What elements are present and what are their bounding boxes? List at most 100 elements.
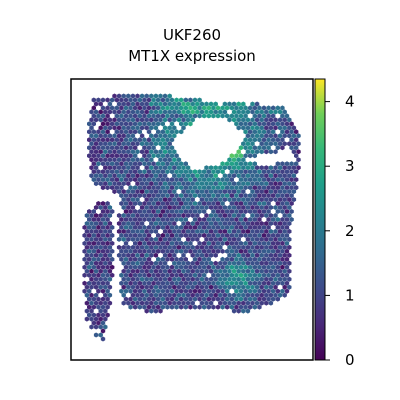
spot [243,177,248,183]
spot [280,256,285,262]
spot [188,105,193,111]
spot [126,149,131,155]
spot [87,296,92,302]
spot [110,264,115,270]
spot [254,109,260,115]
spot [160,224,165,230]
spot [257,129,262,135]
spot [211,232,216,238]
spot [218,181,223,187]
spot [84,300,90,306]
spot [257,113,262,119]
spot [84,221,90,226]
spot [225,193,230,199]
spot [130,244,136,250]
spot [280,193,285,199]
spot [142,105,147,111]
spot [234,161,239,167]
spot [202,248,207,254]
spot [151,217,156,222]
spot [257,232,262,238]
spot [146,193,152,199]
spot [149,181,154,187]
spot [229,304,234,310]
spot [142,121,147,127]
spot [151,97,156,103]
spot [181,117,186,123]
spot [252,145,257,151]
spot [137,272,142,278]
spot [179,264,184,270]
spot [139,109,145,115]
spot [130,125,136,131]
spot [158,117,163,123]
spot [165,296,170,302]
spot [183,256,188,262]
spot [91,240,96,246]
spot [149,117,154,123]
spot [112,149,117,155]
spot [264,133,269,139]
spot [222,292,228,298]
spot [107,268,113,274]
spot [264,125,269,131]
spot [275,161,280,167]
spot [282,141,287,147]
spot [139,268,145,274]
spot [188,264,193,270]
spot [250,205,255,210]
spot [273,292,278,298]
spot [158,268,163,274]
spot [264,260,269,266]
spot [103,181,108,187]
spot [266,280,271,286]
spot [282,173,287,179]
spot [294,177,299,183]
spot [82,256,87,262]
spot [144,197,149,203]
spot [149,228,154,234]
spot [112,125,117,131]
spot [231,109,237,115]
spot [252,209,257,214]
spot [266,248,271,254]
spot [225,224,230,230]
spot [213,228,218,234]
spot [160,137,165,143]
spot [268,133,274,139]
spot [165,240,170,246]
spot [252,121,257,127]
spot [87,264,92,270]
spot [142,296,147,302]
spot [128,201,133,206]
spot [284,129,290,135]
spot [156,280,161,286]
spot [137,169,142,175]
spot [250,213,255,218]
spot [273,133,278,139]
spot [250,300,255,306]
spot [236,101,241,107]
spot [130,292,136,298]
spot [220,209,225,214]
spot [87,304,92,310]
spot [139,189,145,195]
spot [231,213,237,218]
spot [133,217,138,222]
spot [123,240,129,246]
spot [227,260,232,266]
spot [135,117,140,123]
spot [254,197,260,203]
spot [284,121,290,127]
spot [185,221,191,226]
spot [206,280,211,286]
spot [119,97,124,103]
spot [119,280,124,286]
spot [181,244,186,250]
spot [259,268,264,274]
spot [229,280,234,286]
spot [277,292,283,298]
spot [89,284,94,290]
spot [181,276,186,282]
spot [264,292,269,298]
